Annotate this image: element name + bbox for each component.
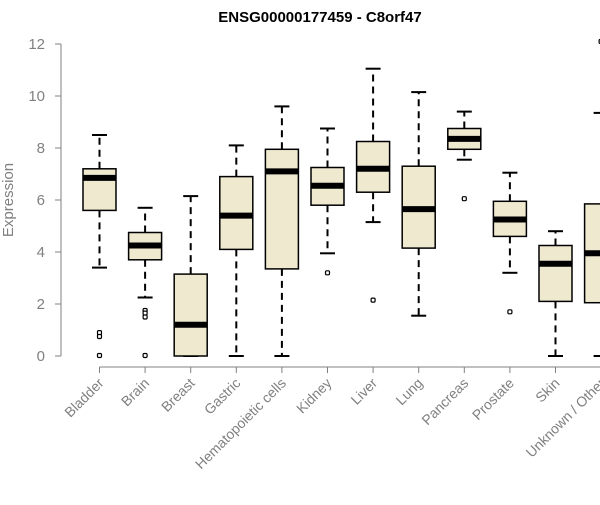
x-tick-label-bladder: Bladder [61, 375, 107, 421]
outlier-point [461, 196, 467, 202]
x-tick-label-brain: Brain [118, 375, 152, 409]
y-tick-label: 0 [37, 348, 45, 365]
iqr-box [538, 244, 573, 303]
x-tick-label-breast: Breast [158, 375, 198, 415]
box-breast [173, 195, 208, 357]
outlier-point [324, 270, 331, 276]
box-pancreas [447, 110, 482, 202]
y-tick-label: 12 [28, 36, 45, 53]
x-tick-label-gastric: Gastric [201, 375, 244, 418]
iqr-box [264, 148, 300, 270]
x-tick-label-liver: Liver [347, 375, 380, 408]
x-tick-label-pancreas: Pancreas [418, 375, 471, 428]
x-tick-label-unknown-other: Unknown / Other [523, 375, 600, 461]
x-tick-label-kidney: Kidney [293, 375, 335, 417]
box-prostate [492, 171, 528, 315]
y-axis: 0 2 4 6 8 10 12 [28, 36, 62, 365]
chart-title: ENSG00000177459 - C8orf47 [218, 9, 421, 26]
y-tick-label: 6 [37, 192, 45, 209]
y-axis-label: Expression [0, 163, 17, 237]
box-liver [355, 67, 391, 303]
y-tick-label: 8 [37, 140, 45, 157]
box-hematopoietic-cells [264, 105, 300, 357]
outlier-point [507, 309, 513, 315]
box-lung [401, 91, 436, 317]
x-tick-label-skin: Skin [532, 375, 563, 406]
outlier-point [370, 297, 376, 303]
y-tick-label: 10 [28, 88, 45, 105]
box-gastric [219, 144, 254, 357]
box-kidney [310, 127, 345, 276]
box-unknown-other [583, 38, 600, 357]
outlier-point [96, 352, 103, 359]
iqr-box [173, 273, 208, 357]
x-tick-label-lung: Lung [392, 375, 425, 408]
y-tick-label: 2 [37, 296, 45, 313]
outlier-point [142, 314, 148, 320]
box-bladder [82, 134, 117, 359]
outlier-point [142, 352, 148, 359]
x-tick-label-hematopoietic-cells: Hematopoietic cells [192, 375, 289, 472]
outlier-point [96, 333, 103, 340]
x-tick-label-prostate: Prostate [469, 375, 517, 423]
y-tick-label: 4 [37, 244, 45, 261]
box-brain [127, 206, 163, 359]
box-skin [538, 230, 573, 357]
box-series [82, 38, 600, 359]
